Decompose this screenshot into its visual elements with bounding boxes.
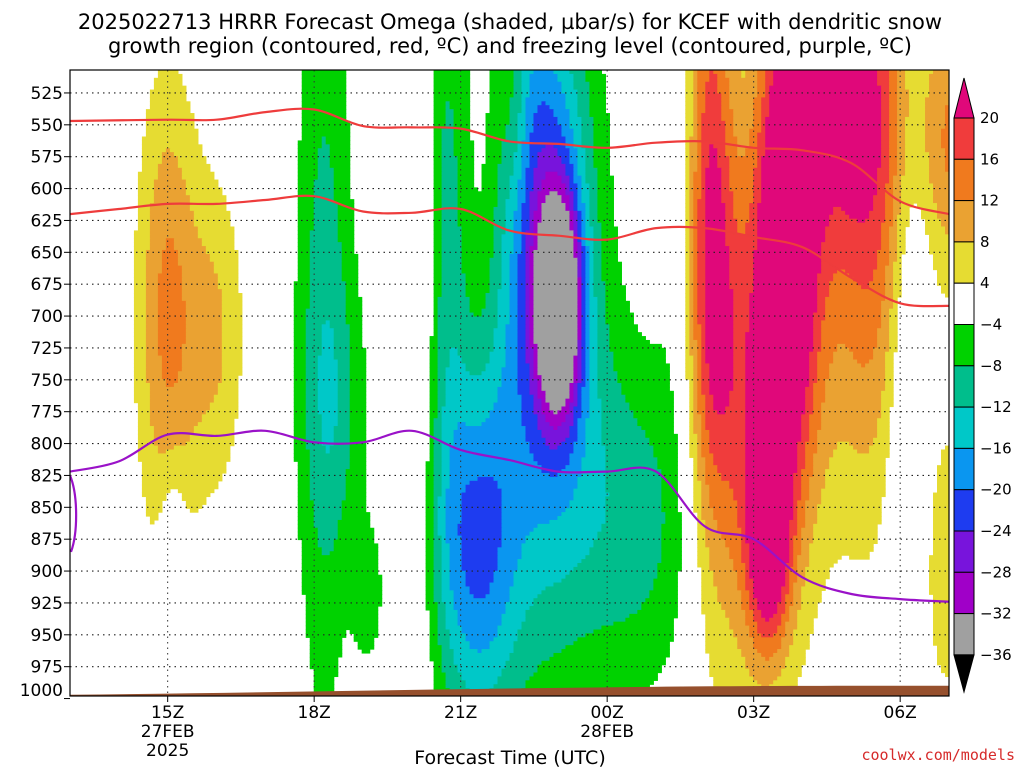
- colorbar-bin: [953, 489, 975, 532]
- x-tick-label: 21Z: [444, 703, 477, 723]
- colorbar-label: −28: [980, 563, 1012, 581]
- y-tick-label: 950: [31, 626, 63, 646]
- y-tick-label: 625: [31, 211, 63, 231]
- y-tick-label: 775: [31, 403, 63, 423]
- colorbar-bin: [953, 447, 975, 491]
- colorbar-label: −4: [980, 316, 1002, 334]
- y-tick-label: 825: [31, 466, 63, 486]
- y-axis-ticks: 525 550 575 600 625 650 675 700 725 750 775 800 825 8…: [20, 84, 70, 701]
- colorbar-label: −32: [980, 605, 1012, 623]
- y-tick-label: 875: [31, 530, 63, 550]
- y-tick-label: 650: [31, 243, 63, 263]
- x-tick-label: 06Z: [884, 703, 917, 723]
- colorbar-bin: [953, 282, 975, 326]
- contour-lines: [70, 107, 949, 603]
- colorbar-bin: [953, 200, 975, 243]
- grid-lines: [70, 70, 949, 696]
- colorbar-label: −20: [980, 481, 1012, 499]
- y-tick-label: 550: [31, 116, 63, 136]
- plot-frame: [69, 69, 950, 697]
- colorbar-bin: [953, 613, 975, 656]
- dendritic-growth-contour-line: [70, 194, 949, 308]
- x-tick-year: 2025: [146, 741, 189, 761]
- colorbar-label: 8: [980, 233, 990, 251]
- colorbar-label: 4: [980, 274, 990, 292]
- y-tick-label: 725: [31, 339, 63, 359]
- colorbar-label: −24: [980, 522, 1012, 540]
- y-tick-label: 675: [31, 275, 63, 295]
- colorbar-bin: [953, 365, 975, 408]
- x-tick-label: 00Z: [591, 703, 624, 723]
- y-tick-label: 800: [31, 435, 63, 455]
- dendritic-growth-contour-line: [70, 107, 949, 216]
- colorbar-bin: [953, 117, 975, 160]
- colorbar-label: 16: [980, 150, 999, 168]
- y-tick-label: 1000: [20, 681, 63, 701]
- colorbar-label: −36: [980, 646, 1012, 664]
- colorbar-bin: [953, 158, 975, 202]
- freezing-level-contour-fragment: [70, 475, 78, 553]
- x-tick-date: 27FEB: [141, 722, 195, 742]
- y-tick-label: 750: [31, 371, 63, 391]
- colorbar-label: −16: [980, 439, 1012, 457]
- credit-text: coolwx.com/models: [861, 746, 1015, 764]
- colorbar-bottom-arrow: [953, 654, 975, 694]
- x-axis-title: Forecast Time (UTC): [414, 747, 605, 768]
- colorbar-label: −12: [980, 398, 1012, 416]
- terrain-surface: [70, 685, 949, 696]
- colorbar-bin: [953, 571, 975, 615]
- colorbar-label: −8: [980, 357, 1002, 375]
- x-tick-label: 18Z: [298, 703, 331, 723]
- colorbar-bin: [953, 406, 975, 449]
- colorbar-bin: [953, 324, 975, 367]
- x-tick-label: 03Z: [737, 703, 770, 723]
- colorbar: 20 16 12 8 4 −4 −8 −12 −16 −20 −24 −28 −32 −36: [953, 77, 1012, 694]
- freezing-level-contour-line: [70, 429, 949, 603]
- y-tick-label: 975: [31, 658, 63, 678]
- y-tick-label: 575: [31, 148, 63, 168]
- colorbar-bin: [953, 241, 975, 284]
- x-tick-date: 28FEB: [580, 722, 634, 742]
- x-tick-label: 15Z: [151, 703, 184, 723]
- chart-title-line2: growth region (contoured, red, ºC) and f…: [108, 34, 912, 58]
- y-tick-label: 850: [31, 498, 63, 518]
- y-tick-label: 600: [31, 180, 63, 200]
- y-tick-label: 900: [31, 562, 63, 582]
- colorbar-bin: [953, 530, 975, 573]
- colorbar-label: 20: [980, 109, 999, 127]
- y-tick-label: 525: [31, 84, 63, 104]
- y-tick-label: 700: [31, 307, 63, 327]
- terrain-fill: [70, 685, 949, 696]
- y-tick-label: 925: [31, 594, 63, 614]
- chart-title-line1: 2025022713 HRRR Forecast Omega (shaded, …: [78, 10, 942, 34]
- colorbar-label: 12: [980, 192, 999, 210]
- omega-shaded-field: [133, 70, 949, 696]
